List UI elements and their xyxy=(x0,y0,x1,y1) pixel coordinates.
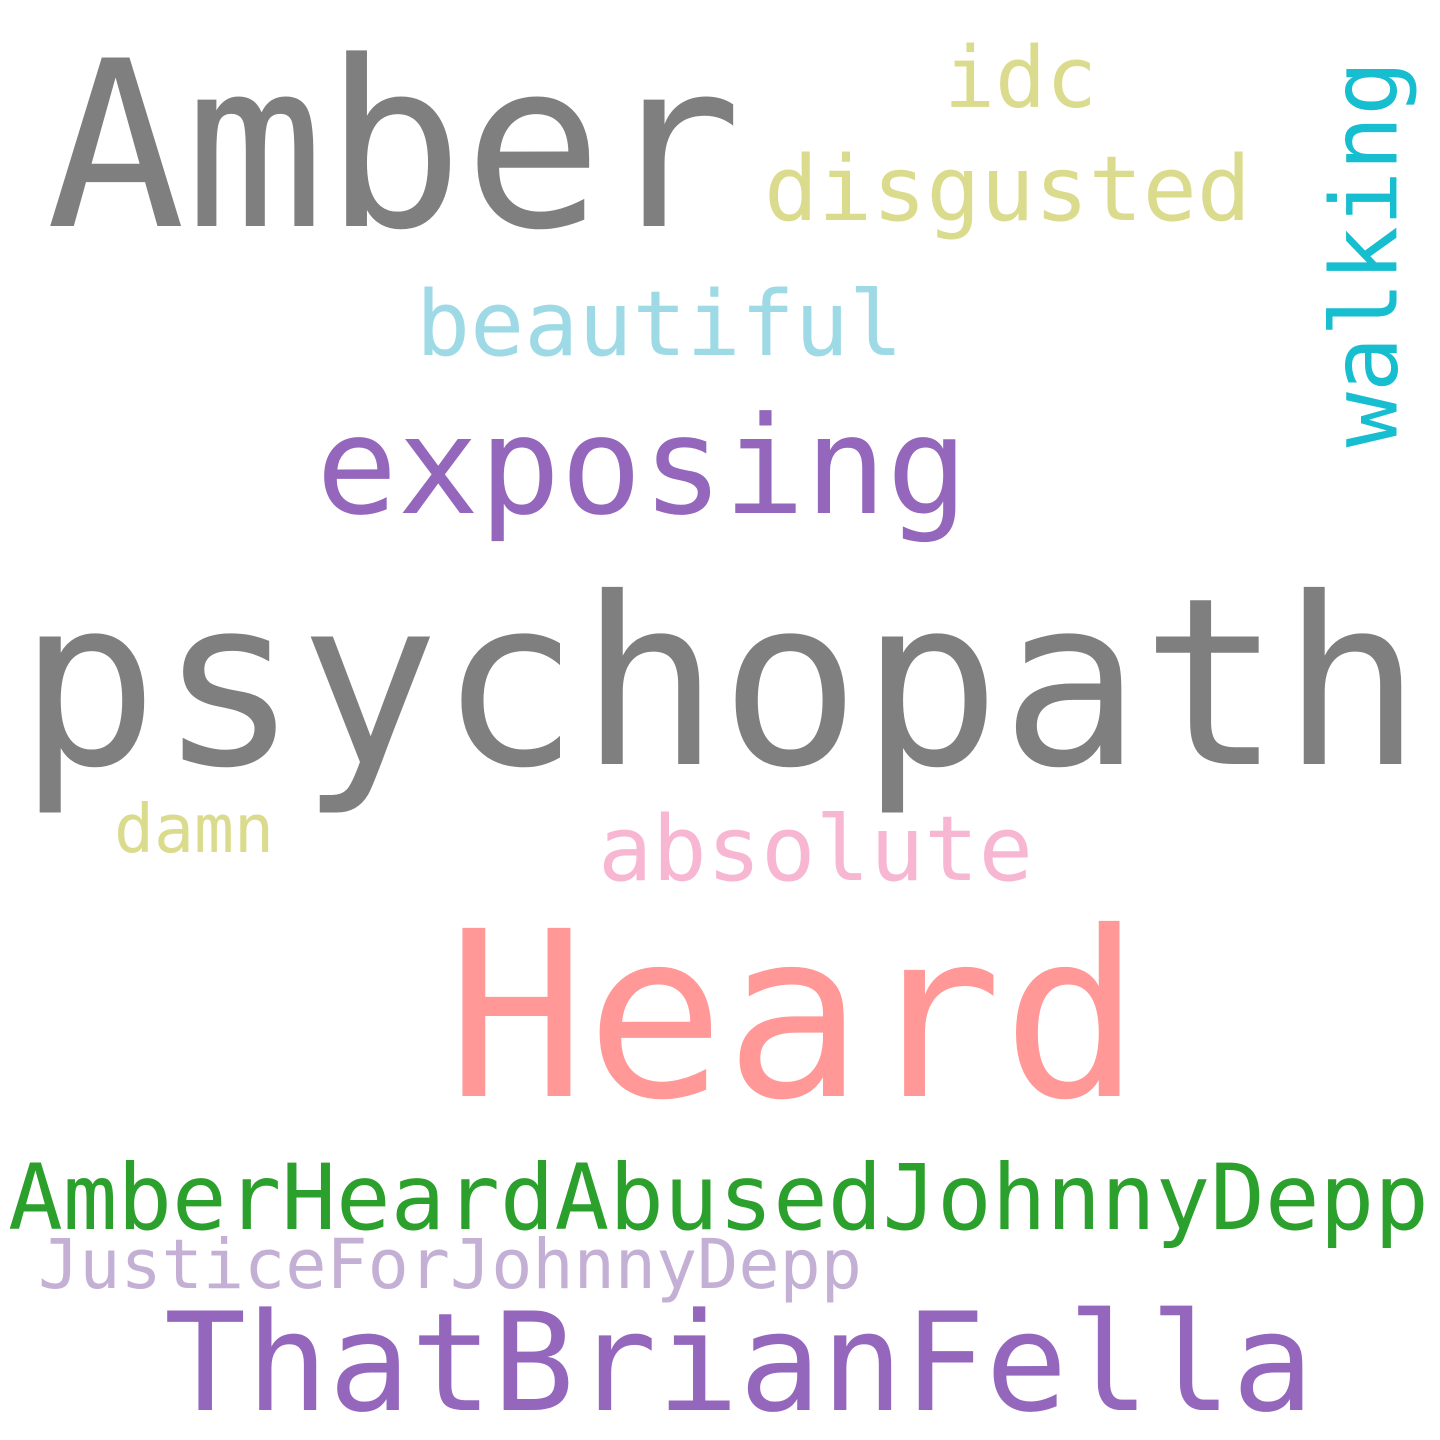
word-disgusted: disgusted xyxy=(764,137,1251,242)
word-exposing: exposing xyxy=(316,386,968,545)
word-idc: idc xyxy=(944,27,1097,127)
word-justiceforjohnnydepp: JusticeForJohnnyDepp xyxy=(38,1225,862,1306)
word-amberheardabusedjohnnydepp: AmberHeardAbusedJohnnyDepp xyxy=(8,1145,1429,1251)
word-damn: damn xyxy=(114,789,274,868)
word-walking: walking xyxy=(1311,60,1419,447)
word-beautiful: beautiful xyxy=(416,272,903,377)
word-absolute: absolute xyxy=(598,797,1033,903)
word-thatbrianfella: ThatBrianFella xyxy=(164,1284,1314,1440)
word-amber: Amber xyxy=(46,10,742,281)
word-psychopath: psychopath xyxy=(18,548,1422,820)
word-heard: Heard xyxy=(447,883,1141,1152)
